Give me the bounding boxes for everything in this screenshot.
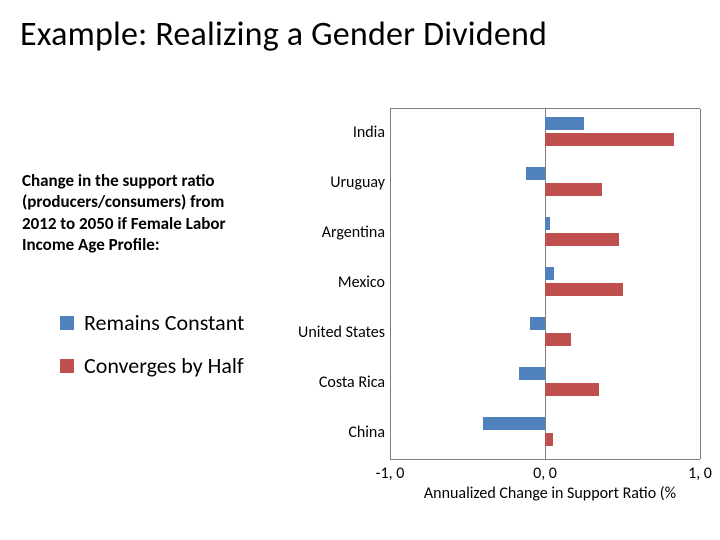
slide-title: Example: Realizing a Gender Dividend — [20, 14, 700, 55]
x-tick-label: 1, 0 — [688, 464, 712, 483]
x-axis: -1, 00, 01, 0Annualized Change in Suppor… — [390, 462, 700, 522]
x-tick-label: -1, 0 — [376, 464, 405, 483]
category-label: Mexico — [235, 273, 385, 292]
legend-swatch — [60, 316, 74, 330]
bar — [519, 367, 545, 380]
legend-label: Remains Constant — [84, 310, 244, 335]
category-label: United States — [235, 323, 385, 342]
bar — [545, 383, 599, 396]
bar — [545, 433, 553, 446]
category-label: India — [235, 123, 385, 142]
gridline — [700, 109, 701, 459]
bar — [545, 267, 554, 280]
x-axis-title: Annualized Change in Support Ratio (% — [390, 484, 710, 503]
chart-description: Change in the support ratio (producers/c… — [22, 170, 257, 255]
bar — [545, 283, 623, 296]
bar — [545, 217, 550, 230]
category-label: Uruguay — [235, 173, 385, 192]
category-label: Costa Rica — [235, 373, 385, 392]
support-ratio-chart: IndiaUruguayArgentinaMexicoUnited States… — [270, 108, 700, 508]
bar — [545, 133, 674, 146]
x-tick-label: 0, 0 — [533, 464, 557, 483]
legend-swatch — [60, 359, 74, 373]
plot-area: IndiaUruguayArgentinaMexicoUnited States… — [390, 108, 700, 460]
chart-row: Argentina — [390, 209, 700, 259]
bar — [530, 317, 546, 330]
category-label: Argentina — [235, 223, 385, 242]
chart-row: Uruguay — [390, 159, 700, 209]
bar — [526, 167, 545, 180]
bar — [545, 333, 571, 346]
legend-item: Converges by Half — [60, 353, 260, 378]
legend-label: Converges by Half — [84, 353, 244, 378]
legend-item: Remains Constant — [60, 310, 260, 335]
bar — [545, 183, 602, 196]
chart-row: China — [390, 409, 700, 459]
chart-row: United States — [390, 309, 700, 359]
chart-row: Costa Rica — [390, 359, 700, 409]
bar — [483, 417, 545, 430]
legend: Remains Constant Converges by Half — [60, 310, 260, 397]
bar — [545, 233, 619, 246]
chart-row: India — [390, 109, 700, 159]
bar — [545, 117, 584, 130]
chart-row: Mexico — [390, 259, 700, 309]
slide: Example: Realizing a Gender Dividend Cha… — [0, 0, 720, 540]
category-label: China — [235, 423, 385, 442]
